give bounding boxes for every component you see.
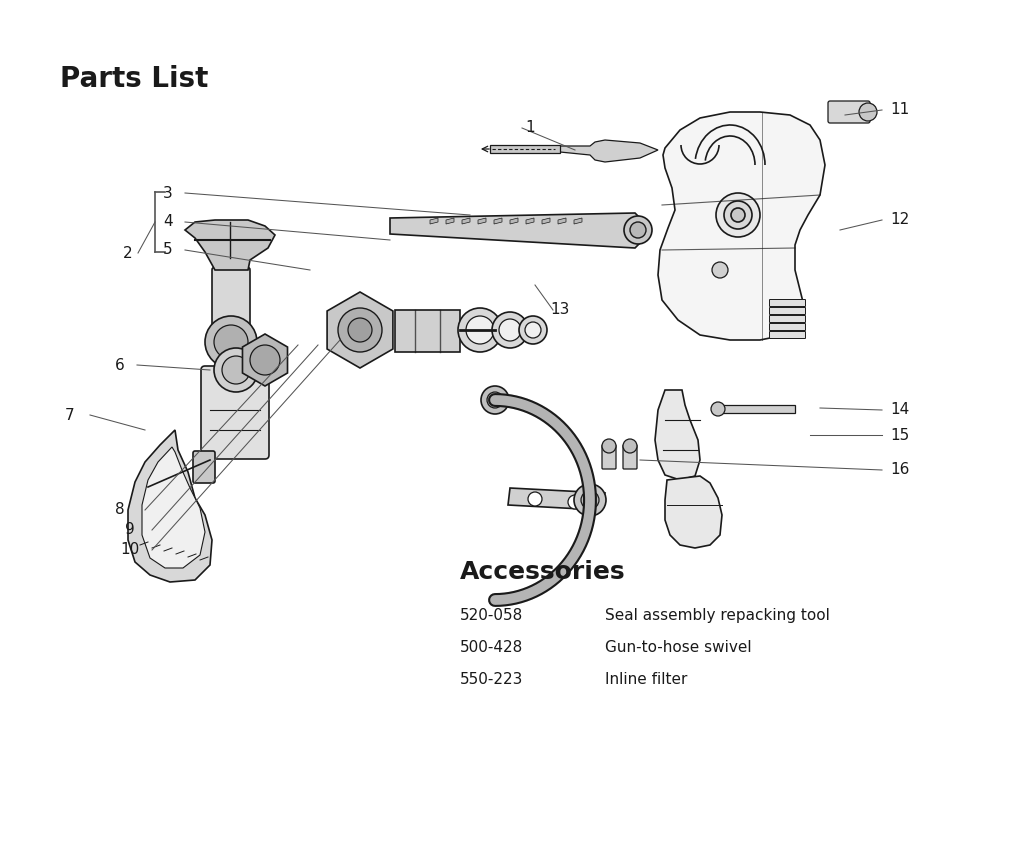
Polygon shape — [560, 140, 658, 162]
Polygon shape — [142, 447, 205, 568]
FancyBboxPatch shape — [212, 267, 250, 345]
Text: 13: 13 — [550, 303, 569, 317]
Circle shape — [205, 316, 257, 368]
Circle shape — [630, 222, 646, 238]
Polygon shape — [128, 430, 212, 582]
Text: 7: 7 — [65, 408, 75, 422]
Text: 15: 15 — [890, 427, 910, 442]
Circle shape — [580, 491, 599, 509]
FancyBboxPatch shape — [201, 366, 269, 459]
FancyBboxPatch shape — [602, 445, 616, 469]
Text: Gun-to-hose swivel: Gun-to-hose swivel — [605, 640, 751, 655]
Text: 4: 4 — [164, 215, 173, 229]
Text: 500-428: 500-428 — [460, 640, 523, 655]
Polygon shape — [510, 218, 518, 224]
Polygon shape — [478, 218, 486, 224]
Text: 550-223: 550-223 — [460, 672, 523, 687]
Circle shape — [458, 308, 502, 352]
Circle shape — [711, 402, 725, 416]
Circle shape — [525, 322, 541, 338]
Circle shape — [487, 392, 503, 408]
Circle shape — [519, 316, 547, 344]
Text: 520-058: 520-058 — [460, 608, 523, 623]
Text: 1: 1 — [525, 120, 535, 135]
Circle shape — [492, 312, 528, 348]
Circle shape — [716, 193, 760, 237]
Text: Parts List: Parts List — [60, 65, 208, 93]
Polygon shape — [185, 220, 275, 270]
Circle shape — [214, 348, 258, 392]
Polygon shape — [446, 218, 454, 224]
Circle shape — [712, 262, 728, 278]
Circle shape — [349, 318, 372, 342]
FancyBboxPatch shape — [770, 299, 805, 306]
Circle shape — [731, 208, 745, 222]
Text: 12: 12 — [890, 212, 910, 228]
Circle shape — [860, 103, 877, 121]
Polygon shape — [508, 488, 605, 510]
FancyBboxPatch shape — [828, 101, 870, 123]
Polygon shape — [526, 218, 535, 224]
Circle shape — [724, 201, 752, 229]
FancyBboxPatch shape — [770, 323, 805, 331]
Circle shape — [568, 495, 582, 509]
Circle shape — [623, 439, 637, 453]
FancyBboxPatch shape — [193, 451, 215, 483]
Text: Seal assembly repacking tool: Seal assembly repacking tool — [605, 608, 830, 623]
Circle shape — [624, 216, 652, 244]
Circle shape — [602, 439, 616, 453]
Polygon shape — [490, 145, 560, 153]
Text: 6: 6 — [115, 358, 125, 372]
Text: 14: 14 — [890, 403, 910, 417]
Polygon shape — [390, 213, 640, 248]
Polygon shape — [394, 310, 460, 352]
Circle shape — [481, 386, 509, 414]
Text: 2: 2 — [124, 245, 133, 261]
FancyBboxPatch shape — [770, 332, 805, 338]
FancyBboxPatch shape — [770, 316, 805, 322]
Text: Accessories: Accessories — [460, 560, 625, 584]
FancyBboxPatch shape — [623, 445, 637, 469]
Polygon shape — [542, 218, 550, 224]
Text: 9: 9 — [125, 523, 135, 537]
Polygon shape — [718, 405, 795, 413]
Polygon shape — [327, 292, 392, 368]
Text: 11: 11 — [890, 102, 910, 118]
Circle shape — [250, 345, 280, 375]
Polygon shape — [462, 218, 470, 224]
Polygon shape — [655, 390, 700, 480]
Text: Inline filter: Inline filter — [605, 672, 688, 687]
Polygon shape — [574, 218, 582, 224]
Polygon shape — [558, 218, 566, 224]
Circle shape — [574, 484, 606, 516]
Circle shape — [214, 325, 248, 359]
Polygon shape — [242, 334, 287, 386]
Polygon shape — [430, 218, 438, 224]
Text: 16: 16 — [890, 463, 910, 477]
Text: 3: 3 — [164, 185, 173, 201]
FancyBboxPatch shape — [770, 307, 805, 315]
Circle shape — [338, 308, 382, 352]
Text: 10: 10 — [121, 542, 140, 558]
Circle shape — [499, 319, 521, 341]
Text: 8: 8 — [115, 503, 125, 518]
Circle shape — [222, 356, 250, 384]
Circle shape — [528, 492, 542, 506]
Circle shape — [466, 316, 494, 344]
Polygon shape — [665, 476, 722, 548]
Polygon shape — [658, 112, 825, 340]
Text: 5: 5 — [164, 243, 173, 257]
Polygon shape — [494, 218, 502, 224]
